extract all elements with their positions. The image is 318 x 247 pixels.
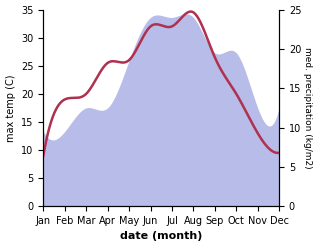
X-axis label: date (month): date (month) <box>120 231 203 242</box>
Y-axis label: max temp (C): max temp (C) <box>5 74 16 142</box>
Y-axis label: med. precipitation (kg/m2): med. precipitation (kg/m2) <box>303 47 313 169</box>
